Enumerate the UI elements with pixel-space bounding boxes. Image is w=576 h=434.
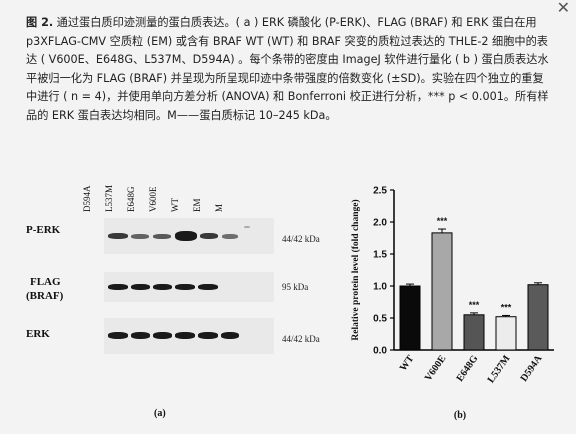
blot-strip-erk	[104, 318, 274, 354]
row-label-erk: ERK	[26, 328, 50, 340]
western-blot-panel: D594A L537M E648G V600E WT EM M P-ERK 44…	[22, 172, 322, 422]
lane-label-marker: M	[214, 203, 224, 212]
bar-l537m	[495, 316, 517, 351]
close-icon[interactable]: ✕	[556, 0, 570, 17]
kda-flag: 95 kDa	[282, 282, 309, 292]
band-p-erk-v600e	[175, 231, 197, 241]
panel-label-a: (a)	[154, 408, 166, 419]
x-tick-label: D594A	[519, 353, 545, 384]
band-flag-l537m	[131, 284, 150, 290]
y-tick-label: 2.0	[373, 218, 387, 229]
band-flag-wt	[198, 284, 218, 290]
panel-label-b: (b)	[454, 410, 466, 421]
significance-label: ***	[469, 300, 480, 310]
bar-d594a	[527, 284, 549, 351]
significance-label: ***	[437, 216, 448, 226]
lane-label-l537m: L537M	[104, 185, 114, 212]
band-p-erk-e648g	[153, 234, 171, 239]
figure-caption: 图 2. 通过蛋白质印迹测量的蛋白质表达。( a ) ERK 磷酸化 (P-ER…	[26, 14, 554, 126]
lane-label-wt: WT	[170, 198, 180, 212]
significance-label: ***	[501, 302, 512, 312]
kda-erk: 44/42 kDa	[282, 334, 320, 344]
y-tick-label: 2.5	[373, 186, 387, 197]
band-p-erk-l537m	[131, 234, 149, 239]
y-axis-label: Relative protein level (fold change)	[350, 199, 361, 340]
lane-label-em: EM	[192, 198, 202, 213]
y-tick-label: 0.5	[373, 314, 387, 325]
band-flag-e648g	[153, 284, 172, 290]
lane-label-v600e: V600E	[148, 186, 158, 213]
band-flag-v600e	[175, 284, 195, 290]
y-tick-label: 1.0	[373, 282, 387, 293]
kda-p-erk: 44/42 kDa	[282, 234, 320, 244]
caption-text: 通过蛋白质印迹测量的蛋白质表达。( a ) ERK 磷酸化 (P-ERK)、FL…	[26, 16, 549, 122]
band-erk-wt	[198, 332, 218, 339]
y-tick-label: 1.5	[373, 250, 387, 261]
band-erk-e648g	[153, 332, 172, 339]
band-erk-d594a	[108, 332, 128, 339]
lane-label-e648g: E648G	[126, 186, 136, 213]
x-tick-label: WT	[398, 353, 417, 373]
bar-e648g	[463, 314, 485, 351]
band-p-erk-wt	[200, 233, 218, 239]
figure-label: 图 2.	[26, 16, 54, 29]
band-p-erk-em	[222, 234, 238, 239]
x-tick-label: V600E	[423, 353, 449, 383]
bar-v600e	[431, 232, 453, 351]
band-p-erk-marker	[244, 226, 250, 228]
x-tick-label: L537M	[486, 353, 513, 385]
band-p-erk-d594a	[108, 233, 128, 239]
lane-label-d594a: D594A	[82, 185, 92, 213]
y-tick-label: 0.0	[373, 346, 387, 357]
row-label-braf: (BRAF)	[26, 290, 64, 302]
band-erk-em	[221, 332, 239, 339]
row-label-flag: FLAG	[30, 276, 61, 288]
band-erk-v600e	[175, 332, 195, 339]
row-label-p-erk: P-ERK	[26, 224, 61, 236]
bar-wt	[399, 285, 421, 351]
blot-strip-flag	[104, 272, 274, 302]
blot-strip-p-erk	[104, 218, 274, 254]
band-erk-l537m	[131, 332, 150, 339]
band-flag-d594a	[108, 284, 128, 290]
bar-chart: 0.0 0.5 1.0 1.5 2.0 2.5 Relative protein level…	[350, 186, 554, 421]
x-tick-label: E648G	[455, 353, 481, 384]
